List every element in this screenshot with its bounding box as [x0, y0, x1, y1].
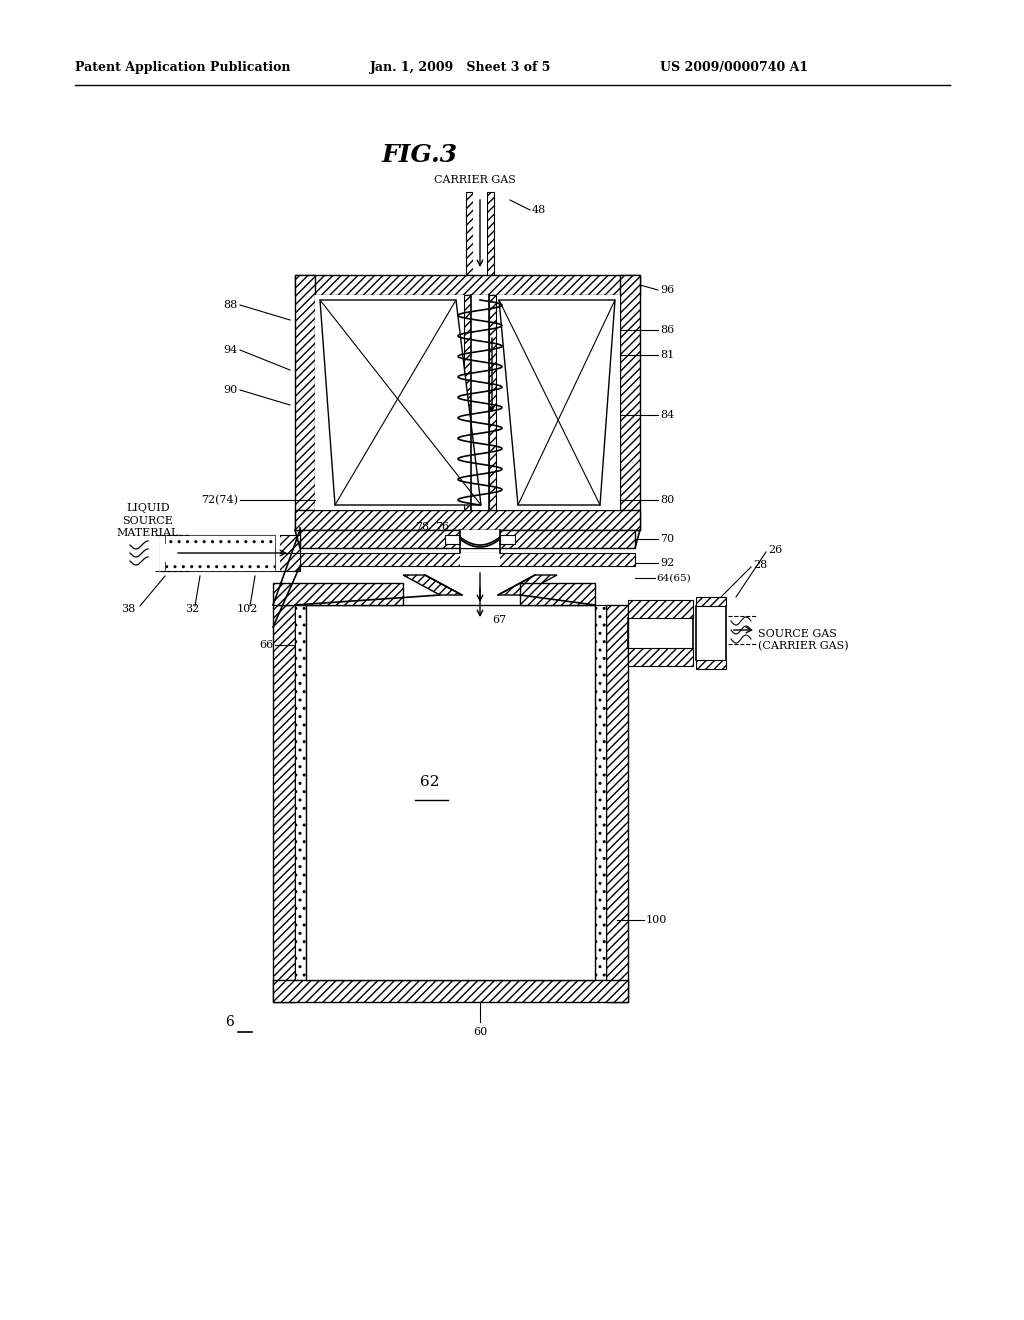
Bar: [696, 597, 726, 606]
Text: 102: 102: [237, 605, 258, 614]
Text: 81: 81: [660, 350, 674, 360]
Bar: [628, 601, 693, 618]
Text: Patent Application Publication: Patent Application Publication: [75, 62, 291, 74]
Bar: [273, 979, 628, 1002]
Text: 48: 48: [532, 205, 546, 215]
Text: 94: 94: [224, 345, 238, 355]
Text: 78: 78: [415, 521, 429, 532]
Bar: [460, 531, 500, 548]
Polygon shape: [403, 576, 462, 595]
Bar: [306, 605, 595, 979]
Text: 70: 70: [660, 535, 674, 544]
Bar: [160, 553, 300, 572]
Bar: [471, 294, 489, 510]
Text: CARRIER GAS: CARRIER GAS: [434, 176, 516, 185]
Text: 86: 86: [660, 325, 674, 335]
Bar: [696, 660, 726, 669]
Text: 76: 76: [435, 521, 450, 532]
Polygon shape: [499, 300, 615, 506]
Text: 96: 96: [660, 285, 674, 294]
Bar: [487, 191, 494, 275]
Bar: [273, 583, 403, 605]
Bar: [160, 535, 300, 553]
Text: 90: 90: [224, 385, 238, 395]
Bar: [295, 275, 315, 531]
Text: US 2009/0000740 A1: US 2009/0000740 A1: [660, 62, 808, 74]
Bar: [445, 535, 460, 544]
Bar: [473, 191, 487, 275]
Text: 62: 62: [420, 775, 439, 789]
Bar: [620, 275, 640, 531]
Text: LIQUID
SOURCE
MATERIAL: LIQUID SOURCE MATERIAL: [117, 503, 179, 539]
Text: 64(65): 64(65): [656, 573, 691, 582]
Bar: [295, 510, 640, 531]
Text: 84: 84: [660, 411, 674, 420]
Bar: [595, 605, 606, 979]
Text: 88: 88: [224, 300, 238, 310]
Bar: [165, 535, 275, 572]
Bar: [295, 275, 640, 294]
Text: 26: 26: [768, 545, 782, 554]
Text: 67: 67: [492, 615, 506, 624]
Bar: [315, 294, 620, 510]
Bar: [520, 583, 595, 605]
Bar: [489, 294, 496, 510]
Polygon shape: [319, 300, 481, 506]
Polygon shape: [498, 576, 557, 595]
Bar: [300, 553, 635, 566]
Bar: [295, 605, 306, 979]
Bar: [300, 531, 635, 548]
Text: 38: 38: [121, 605, 135, 614]
Text: 60: 60: [473, 1027, 487, 1038]
Text: 6: 6: [225, 1015, 234, 1030]
Bar: [606, 605, 628, 1002]
Bar: [160, 535, 280, 572]
Bar: [628, 648, 693, 667]
Text: 92: 92: [660, 558, 674, 568]
Bar: [500, 535, 515, 544]
Text: SOURCE GAS
(CARRIER GAS): SOURCE GAS (CARRIER GAS): [758, 628, 849, 651]
Text: Jan. 1, 2009   Sheet 3 of 5: Jan. 1, 2009 Sheet 3 of 5: [370, 62, 551, 74]
Text: 100: 100: [646, 915, 668, 925]
Bar: [273, 605, 295, 1002]
Text: 66: 66: [259, 640, 273, 649]
Bar: [165, 544, 275, 562]
Bar: [464, 294, 471, 510]
Text: FIG.3: FIG.3: [382, 143, 458, 168]
Text: 72(74): 72(74): [201, 495, 238, 506]
Text: 80: 80: [660, 495, 674, 506]
Text: 32: 32: [185, 605, 199, 614]
Bar: [466, 191, 473, 275]
Bar: [460, 553, 500, 566]
Text: 28: 28: [753, 560, 767, 570]
